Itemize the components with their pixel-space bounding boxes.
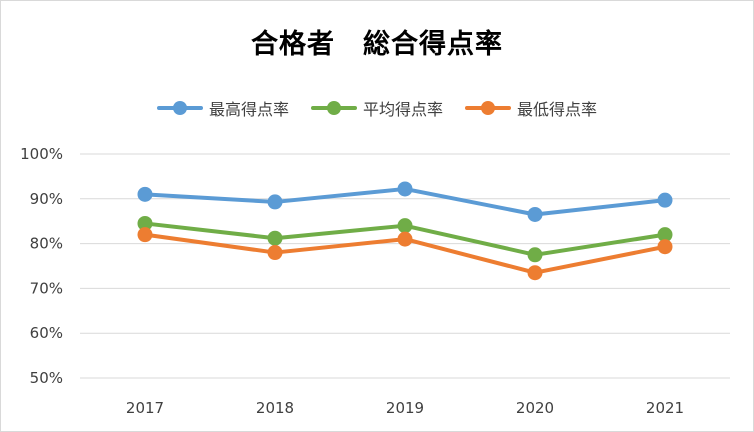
legend-label-avg: 平均得点率: [362, 100, 443, 119]
data-point-avg: [267, 230, 283, 246]
data-point-avg: [657, 227, 673, 243]
x-tick-label: 2018: [256, 399, 294, 417]
legend-label-max: 最高得点率: [208, 100, 289, 119]
axis-labels: 100% 90% 80% 70% 60% 50% 2017 2018 2019 2020 2021: [20, 145, 684, 417]
data-point-min: [527, 265, 543, 281]
data-point-max: [267, 194, 283, 210]
data-point-min: [397, 231, 413, 247]
y-tick-label: 60%: [30, 324, 63, 342]
y-tick-label: 80%: [30, 235, 63, 253]
data-point-min: [657, 239, 673, 255]
legend-label-min: 最低得点率: [517, 100, 598, 119]
gridlines: [80, 153, 730, 379]
legend-marker-avg: [310, 101, 357, 115]
data-point-avg: [527, 247, 543, 263]
data-point-max: [397, 181, 413, 197]
legend-marker-min: [465, 101, 511, 115]
legend: 最高得点率 平均得点率 最低得点率: [0, 96, 754, 120]
chart-title: 合格者 総合得点率: [251, 29, 503, 60]
y-tick-label: 100%: [20, 145, 63, 163]
legend-item-avg: 平均得点率: [310, 96, 443, 120]
data-point-avg: [397, 218, 413, 234]
data-point-avg: [137, 215, 153, 231]
y-tick-label: 70%: [30, 279, 63, 297]
y-tick-label: 90%: [30, 190, 63, 208]
series-layer: [137, 181, 673, 281]
x-tick-label: 2019: [386, 399, 424, 417]
legend-item-max: 最高得点率: [156, 96, 289, 120]
x-tick-label: 2020: [516, 399, 554, 417]
data-point-min: [267, 245, 283, 261]
legend-marker-max: [156, 101, 203, 115]
y-tick-label: 50%: [30, 369, 63, 387]
x-tick-label: 2017: [126, 399, 164, 417]
x-tick-label: 2021: [646, 399, 684, 417]
data-point-min: [137, 227, 153, 243]
data-point-max: [527, 206, 543, 222]
data-point-max: [657, 192, 673, 208]
legend-item-min: 最低得点率: [465, 96, 597, 120]
data-point-max: [137, 186, 153, 202]
